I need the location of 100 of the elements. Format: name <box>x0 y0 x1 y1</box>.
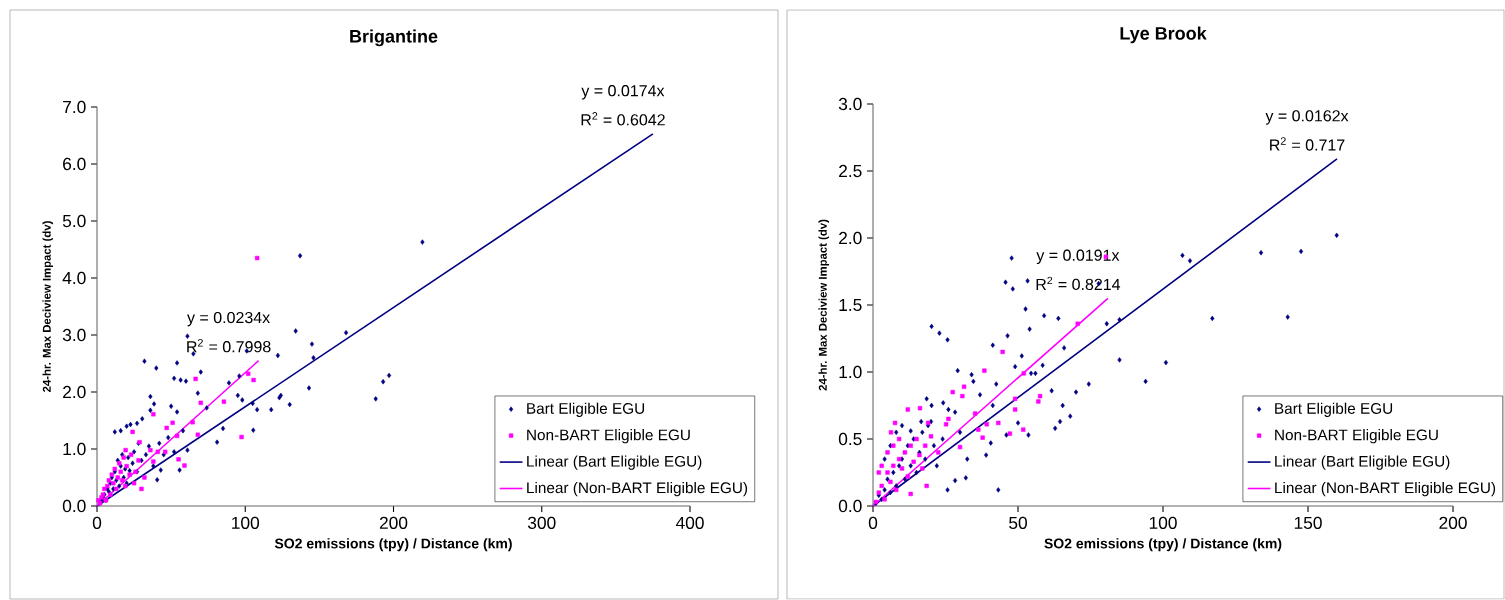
point <box>894 487 899 493</box>
x-tick-label: 0 <box>868 516 878 529</box>
point <box>131 481 137 486</box>
point <box>198 400 203 405</box>
point <box>1007 431 1013 436</box>
annotation: R$^{2}$ = 0.717 <box>1270 137 1345 151</box>
point <box>885 470 890 475</box>
point <box>1037 393 1043 399</box>
point <box>151 459 156 464</box>
point <box>1036 399 1041 404</box>
annotation: y = 0.0162x <box>1265 110 1349 125</box>
point <box>982 368 987 373</box>
point <box>130 429 135 435</box>
point <box>892 420 898 426</box>
x-tick-label: 300 <box>527 516 556 529</box>
point <box>957 444 963 450</box>
legend-label: Bart Eligible EGU <box>527 402 645 417</box>
point <box>174 433 180 439</box>
point <box>239 434 244 440</box>
point <box>120 478 125 483</box>
point <box>128 452 134 457</box>
point <box>1012 407 1018 412</box>
y-tick-label: 1.5 <box>839 298 862 312</box>
point <box>984 422 989 427</box>
legend-label: Linear (Bart Eligible EGU) <box>527 455 702 470</box>
point <box>972 411 978 416</box>
point <box>936 450 941 455</box>
y-tick-label: 7.0 <box>63 100 86 114</box>
x-tick-label: 200 <box>379 516 408 529</box>
point <box>920 466 925 471</box>
point <box>961 384 967 389</box>
point <box>182 463 187 468</box>
y-tick-label: 2.0 <box>839 231 862 245</box>
point <box>139 486 144 492</box>
point <box>1075 321 1080 326</box>
point <box>879 483 884 489</box>
x-tick-label: 150 <box>1294 516 1322 529</box>
chart-title: Brigantine <box>350 29 438 47</box>
point <box>888 430 894 435</box>
y-tick-label: 4.0 <box>62 271 86 285</box>
point <box>195 432 200 437</box>
point <box>943 422 949 427</box>
point <box>1012 396 1018 401</box>
point <box>1000 349 1005 355</box>
point <box>142 475 147 480</box>
point <box>996 420 1001 426</box>
y-tick-label: 0.0 <box>62 499 86 513</box>
point <box>928 434 934 439</box>
y-axis-title: 24-hr. Max Deciview Impact (dv) <box>818 219 830 391</box>
point <box>902 450 908 455</box>
chart-title: Lye Brook <box>1120 26 1207 44</box>
y-tick-label: 0.5 <box>838 432 862 446</box>
point <box>190 420 195 425</box>
x-axis-title: SO2 emissions (tpy) / Distance (km) <box>274 538 512 552</box>
point <box>123 447 128 453</box>
annotation: R$^{2}$ = 0.7998 <box>187 338 271 353</box>
legend-label: Linear (Non-BART Eligible EGU) <box>1275 481 1496 497</box>
point <box>1021 371 1026 376</box>
point <box>891 463 896 468</box>
legend-label: Non-BART Eligible EGU <box>527 429 690 444</box>
point <box>896 436 902 442</box>
point <box>148 447 153 453</box>
point <box>960 393 965 399</box>
x-tick-label: 50 <box>1009 516 1027 529</box>
annotation: R$^{2}$ = 0.6042 <box>581 112 665 126</box>
point <box>885 450 890 455</box>
y-tick-label: 2.5 <box>839 164 862 178</box>
point <box>151 412 156 417</box>
legend-label: Linear (Non-BART Eligible EGU) <box>527 481 748 497</box>
y-tick-label: 1.0 <box>63 442 86 456</box>
x-tick-label: 100 <box>232 516 260 529</box>
point <box>155 449 160 455</box>
annotation: y = 0.0191x <box>1036 249 1120 265</box>
point <box>1021 427 1026 432</box>
x-tick-label: 0 <box>92 516 102 529</box>
point <box>917 406 923 411</box>
point <box>246 371 251 376</box>
point <box>118 469 123 474</box>
y-tick-label: 5.0 <box>62 214 86 228</box>
point <box>976 427 981 432</box>
legend-label: Bart Eligible EGU <box>1275 402 1393 417</box>
x-tick-label: 100 <box>1149 516 1177 529</box>
annotation: R$^{2}$ = 0.8214 <box>1036 276 1121 291</box>
point <box>176 457 181 462</box>
point <box>127 472 132 477</box>
x-tick-label: 200 <box>1439 516 1467 529</box>
y-tick-label: 2.0 <box>63 385 86 399</box>
point <box>879 463 884 468</box>
legend-label: Non-BART Eligible EGU <box>1275 429 1438 444</box>
point <box>876 470 881 475</box>
point <box>164 425 169 431</box>
y-tick-label: 3.0 <box>62 328 86 342</box>
point <box>908 491 913 497</box>
y-tick-label: 0.0 <box>838 499 862 513</box>
y-tick-label: 6.0 <box>63 157 86 171</box>
annotation: y = 0.0174x <box>581 85 665 100</box>
point <box>950 389 955 395</box>
y-tick-label: 3.0 <box>838 97 862 111</box>
point <box>911 459 916 464</box>
x-tick-label: 400 <box>675 516 704 529</box>
